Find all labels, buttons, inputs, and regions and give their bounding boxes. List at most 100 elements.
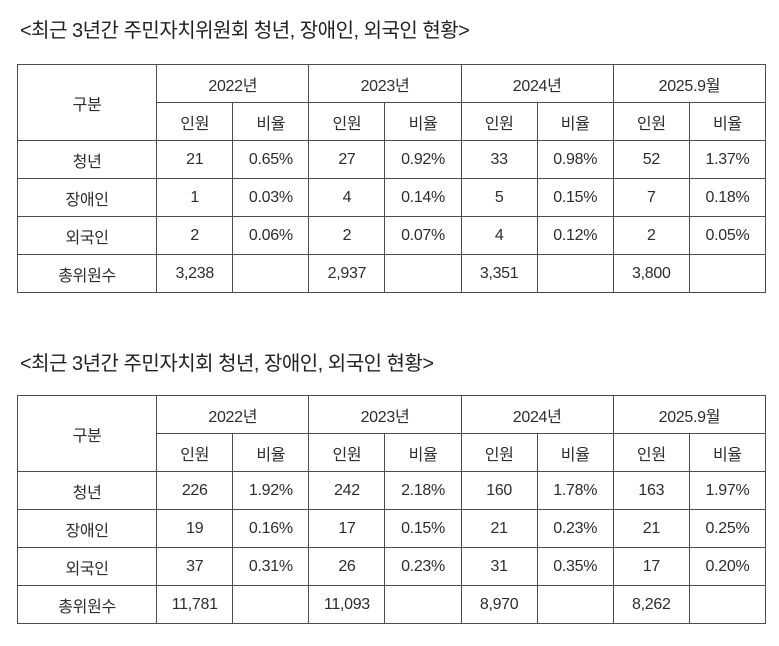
cell-count: 242 [308, 471, 386, 510]
table-header-row-years: 구분 2022년 2023년 2024년 2025.9월 [16, 64, 767, 141]
cell-count: 26 [308, 547, 386, 586]
cell-ratio: 1.97% [688, 471, 767, 510]
cell-count: 11,093 [308, 585, 386, 624]
cell-ratio: 1.78% [536, 471, 614, 510]
header-personnel: 인원 [612, 433, 690, 472]
row-label: 장애인 [16, 178, 158, 217]
cell-ratio: 2.18% [384, 471, 462, 510]
cell-ratio [232, 585, 310, 624]
header-personnel: 인원 [308, 433, 386, 472]
cell-ratio: 0.15% [536, 178, 614, 217]
cell-count: 163 [612, 471, 690, 510]
cell-ratio [688, 254, 767, 293]
cell-ratio: 0.31% [232, 547, 310, 586]
row-label: 외국인 [16, 547, 158, 586]
header-ratio: 비율 [232, 102, 310, 141]
cell-count: 19 [156, 509, 234, 548]
cell-count: 4 [308, 178, 386, 217]
header-year-2022: 2022년 [156, 64, 310, 103]
header-ratio: 비율 [384, 433, 462, 472]
header-ratio: 비율 [536, 102, 614, 141]
header-ratio: 비율 [384, 102, 462, 141]
cell-count: 2 [156, 216, 234, 255]
cell-ratio [384, 585, 462, 624]
cell-count: 2,937 [308, 254, 386, 293]
cell-ratio [536, 585, 614, 624]
table-row-total-members: 총위원수 11,781 11,093 8,970 8,262 [16, 585, 767, 624]
cell-ratio [232, 254, 310, 293]
cell-count: 1 [156, 178, 234, 217]
cell-ratio: 0.20% [688, 547, 767, 586]
cell-count: 8,970 [460, 585, 538, 624]
cell-ratio [536, 254, 614, 293]
header-year-2024: 2024년 [460, 395, 614, 434]
header-personnel: 인원 [460, 433, 538, 472]
cell-count: 7 [612, 178, 690, 217]
cell-count: 3,800 [612, 254, 690, 293]
cell-ratio: 1.37% [688, 140, 767, 179]
cell-ratio [688, 585, 767, 624]
table-row-disabled: 장애인 1 0.03% 4 0.14% 5 0.15% 7 0.18% [16, 178, 767, 217]
cell-ratio: 1.92% [232, 471, 310, 510]
cell-count: 8,262 [612, 585, 690, 624]
cell-ratio: 0.15% [384, 509, 462, 548]
row-label: 총위원수 [16, 585, 158, 624]
cell-ratio: 0.23% [536, 509, 614, 548]
table-row-foreigner: 외국인 37 0.31% 26 0.23% 31 0.35% 17 0.20% [16, 547, 767, 586]
row-label: 청년 [16, 471, 158, 510]
cell-count: 17 [308, 509, 386, 548]
header-year-2025-9: 2025.9월 [612, 395, 767, 434]
cell-count: 2 [612, 216, 690, 255]
table-row-youth: 청년 21 0.65% 27 0.92% 33 0.98% 52 1.37% [16, 140, 767, 179]
cell-ratio: 0.98% [536, 140, 614, 179]
header-ratio: 비율 [232, 433, 310, 472]
header-personnel: 인원 [156, 102, 234, 141]
header-ratio: 비율 [688, 102, 767, 141]
cell-ratio [384, 254, 462, 293]
status-table-resident-committee: 구분 2022년 2023년 2024년 2025.9월 인원 비율 인원 비율… [16, 64, 767, 293]
table-row-youth: 청년 226 1.92% 242 2.18% 160 1.78% 163 1.9… [16, 471, 767, 510]
cell-count: 17 [612, 547, 690, 586]
cell-count: 3,351 [460, 254, 538, 293]
cell-ratio: 0.12% [536, 216, 614, 255]
cell-ratio: 0.05% [688, 216, 767, 255]
header-ratio: 비율 [536, 433, 614, 472]
cell-ratio: 0.07% [384, 216, 462, 255]
row-label: 외국인 [16, 216, 158, 255]
header-year-2023: 2023년 [308, 64, 462, 103]
header-personnel: 인원 [156, 433, 234, 472]
cell-count: 52 [612, 140, 690, 179]
cell-count: 27 [308, 140, 386, 179]
row-label: 청년 [16, 140, 158, 179]
cell-ratio: 0.18% [688, 178, 767, 217]
cell-count: 11,781 [156, 585, 234, 624]
header-category: 구분 [16, 395, 158, 472]
cell-count: 4 [460, 216, 538, 255]
cell-count: 3,238 [156, 254, 234, 293]
cell-ratio: 0.06% [232, 216, 310, 255]
table-row-disabled: 장애인 19 0.16% 17 0.15% 21 0.23% 21 0.25% [16, 509, 767, 548]
header-year-2024: 2024년 [460, 64, 614, 103]
cell-ratio: 0.92% [384, 140, 462, 179]
cell-ratio: 0.23% [384, 547, 462, 586]
header-personnel: 인원 [308, 102, 386, 141]
header-year-2022: 2022년 [156, 395, 310, 434]
cell-ratio: 0.65% [232, 140, 310, 179]
table-row-foreigner: 외국인 2 0.06% 2 0.07% 4 0.12% 2 0.05% [16, 216, 767, 255]
status-table-resident-council: 구분 2022년 2023년 2024년 2025.9월 인원 비율 인원 비율… [16, 395, 767, 624]
header-category: 구분 [16, 64, 158, 141]
cell-ratio: 0.14% [384, 178, 462, 217]
cell-ratio: 0.35% [536, 547, 614, 586]
row-label: 장애인 [16, 509, 158, 548]
table-header-row-subcolumns: 인원 비율 인원 비율 인원 비율 인원 비율 [18, 433, 767, 472]
table-row-total-members: 총위원수 3,238 2,937 3,351 3,800 [16, 254, 767, 293]
table-title-resident-council: <최근 3년간 주민자치회 청년, 장애인, 외국인 현황> [20, 353, 434, 375]
table-title-resident-committee: <최근 3년간 주민자치위원회 청년, 장애인, 외국인 현황> [20, 20, 470, 42]
table-header-row-subcolumns: 인원 비율 인원 비율 인원 비율 인원 비율 [18, 102, 767, 141]
document-page: <최근 3년간 주민자치위원회 청년, 장애인, 외국인 현황> 구분 2022… [16, 20, 767, 624]
header-year-2025-9: 2025.9월 [612, 64, 767, 103]
header-personnel: 인원 [460, 102, 538, 141]
cell-count: 33 [460, 140, 538, 179]
cell-count: 21 [612, 509, 690, 548]
cell-count: 226 [156, 471, 234, 510]
